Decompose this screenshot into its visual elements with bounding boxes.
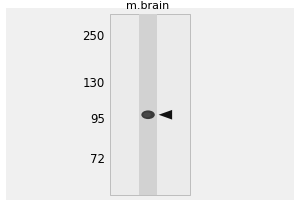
Bar (140, 14, 157, 195)
Text: 130: 130 (82, 77, 105, 90)
Bar (110, 14, 190, 195)
Ellipse shape (143, 112, 151, 117)
Text: 72: 72 (90, 153, 105, 166)
Text: 95: 95 (90, 113, 105, 126)
Text: 250: 250 (82, 30, 105, 43)
Text: m.brain: m.brain (127, 1, 170, 11)
Polygon shape (159, 110, 172, 120)
Ellipse shape (141, 110, 155, 119)
